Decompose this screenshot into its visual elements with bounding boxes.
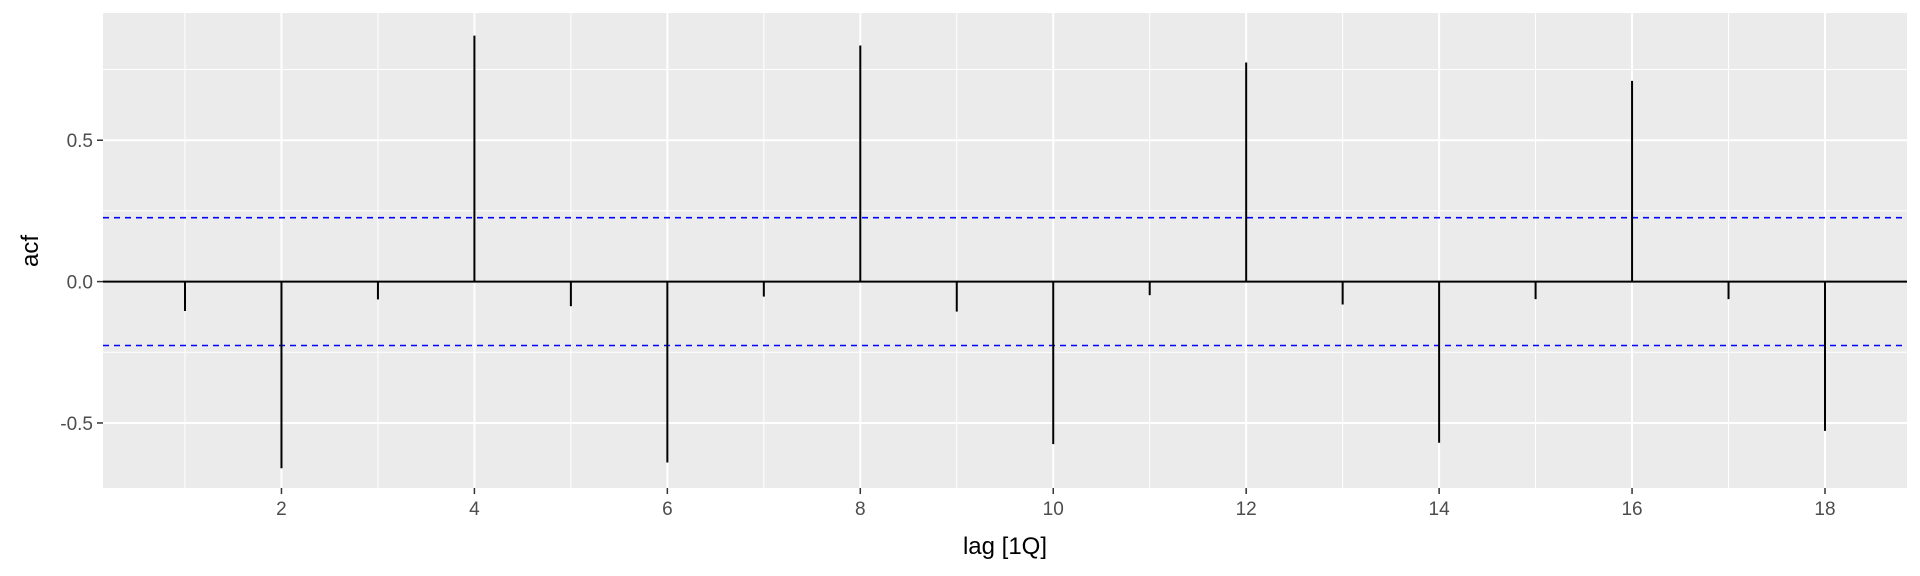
acf-bars	[184, 35, 1826, 469]
x-axis-title: lag [1Q]	[963, 533, 1047, 560]
x-tick-label: 16	[1621, 499, 1642, 520]
x-tick-label: 18	[1814, 499, 1835, 520]
confidence-bounds	[103, 216, 1907, 347]
x-tick-label: 10	[1043, 499, 1064, 520]
y-axis-ticks: -0.5 0.0 0.5	[60, 131, 103, 435]
y-axis-title: acf	[17, 235, 44, 267]
y-tick-label: 0.0	[67, 273, 93, 294]
x-tick-label: 4	[469, 499, 480, 520]
plot-panel	[103, 13, 1907, 488]
y-tick-label: 0.5	[67, 131, 93, 152]
x-axis-ticks: 2 4 6 8 10 12 14 16 18	[276, 488, 1836, 520]
x-tick-label: 14	[1429, 499, 1451, 520]
x-tick-label: 12	[1236, 499, 1257, 520]
x-tick-label: 8	[855, 499, 866, 520]
x-tick-label: 6	[662, 499, 673, 520]
y-tick-label: -0.5	[60, 414, 93, 435]
x-tick-label: 2	[276, 499, 287, 520]
minor-gridlines	[103, 13, 1907, 488]
